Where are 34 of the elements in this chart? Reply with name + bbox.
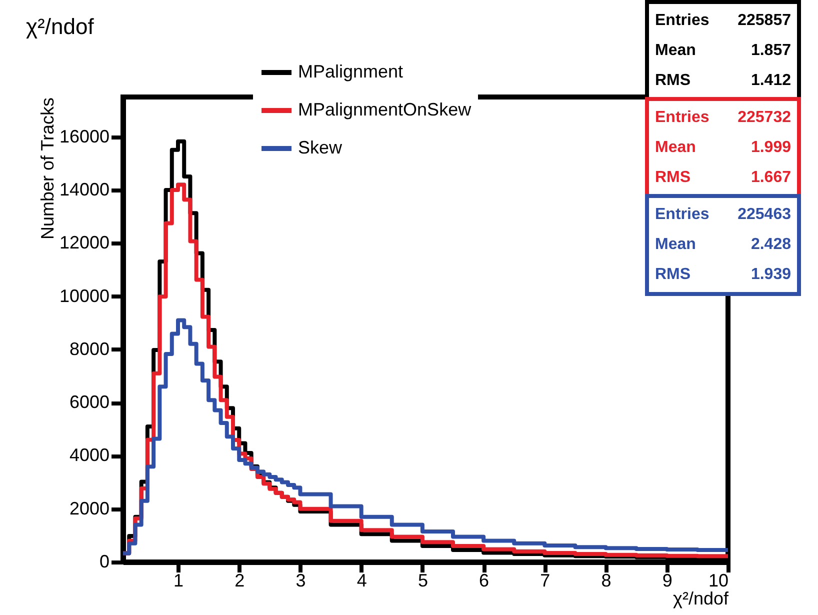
x-tick-label: 9 xyxy=(662,570,672,590)
y-tick-label: 8000 xyxy=(69,338,110,359)
x-tick-label: 3 xyxy=(296,570,306,590)
x-tick-label: 10 xyxy=(708,570,728,590)
y-tick-label: 0 xyxy=(99,552,110,572)
x-tick-label: 6 xyxy=(479,570,490,590)
text: RMS 1.412 xyxy=(655,72,791,89)
y-axis-title: Number of Tracks xyxy=(37,98,58,240)
y-tick-label: 12000 xyxy=(59,232,110,253)
legend-label: Skew xyxy=(298,138,344,158)
y-tick-label: 10000 xyxy=(59,286,110,306)
y-tick-label: 4000 xyxy=(69,445,110,466)
x-tick-label: 8 xyxy=(601,570,612,590)
text: Mean 1.857 xyxy=(655,42,791,59)
x-axis-title: χ²/ndof xyxy=(673,588,730,608)
y-tick-label: 14000 xyxy=(59,180,110,200)
text: RMS 1.939 xyxy=(655,266,791,283)
text: Entries 225732 xyxy=(655,109,791,126)
x-tick-label: 4 xyxy=(356,570,367,590)
legend-label: MPalignment xyxy=(298,62,404,82)
y-tick-label: 6000 xyxy=(69,392,110,412)
y-tick-label: 16000 xyxy=(59,126,110,146)
x-tick-label: 2 xyxy=(234,570,245,590)
x-tick-label: 7 xyxy=(540,570,550,590)
legend-label: MPalignmentOnSkew xyxy=(298,100,472,120)
x-tick-label: 5 xyxy=(418,570,428,590)
text: Mean 2.428 xyxy=(655,236,791,253)
text: Entries 225463 xyxy=(655,206,791,223)
x-tick-label: 1 xyxy=(173,570,184,590)
chart-title: χ²/ndof xyxy=(26,14,94,40)
y-tick-label: 2000 xyxy=(69,498,110,518)
text: Entries 225857 xyxy=(655,12,791,29)
text: Mean 1.999 xyxy=(655,139,791,156)
text: RMS 1.667 xyxy=(655,169,791,186)
